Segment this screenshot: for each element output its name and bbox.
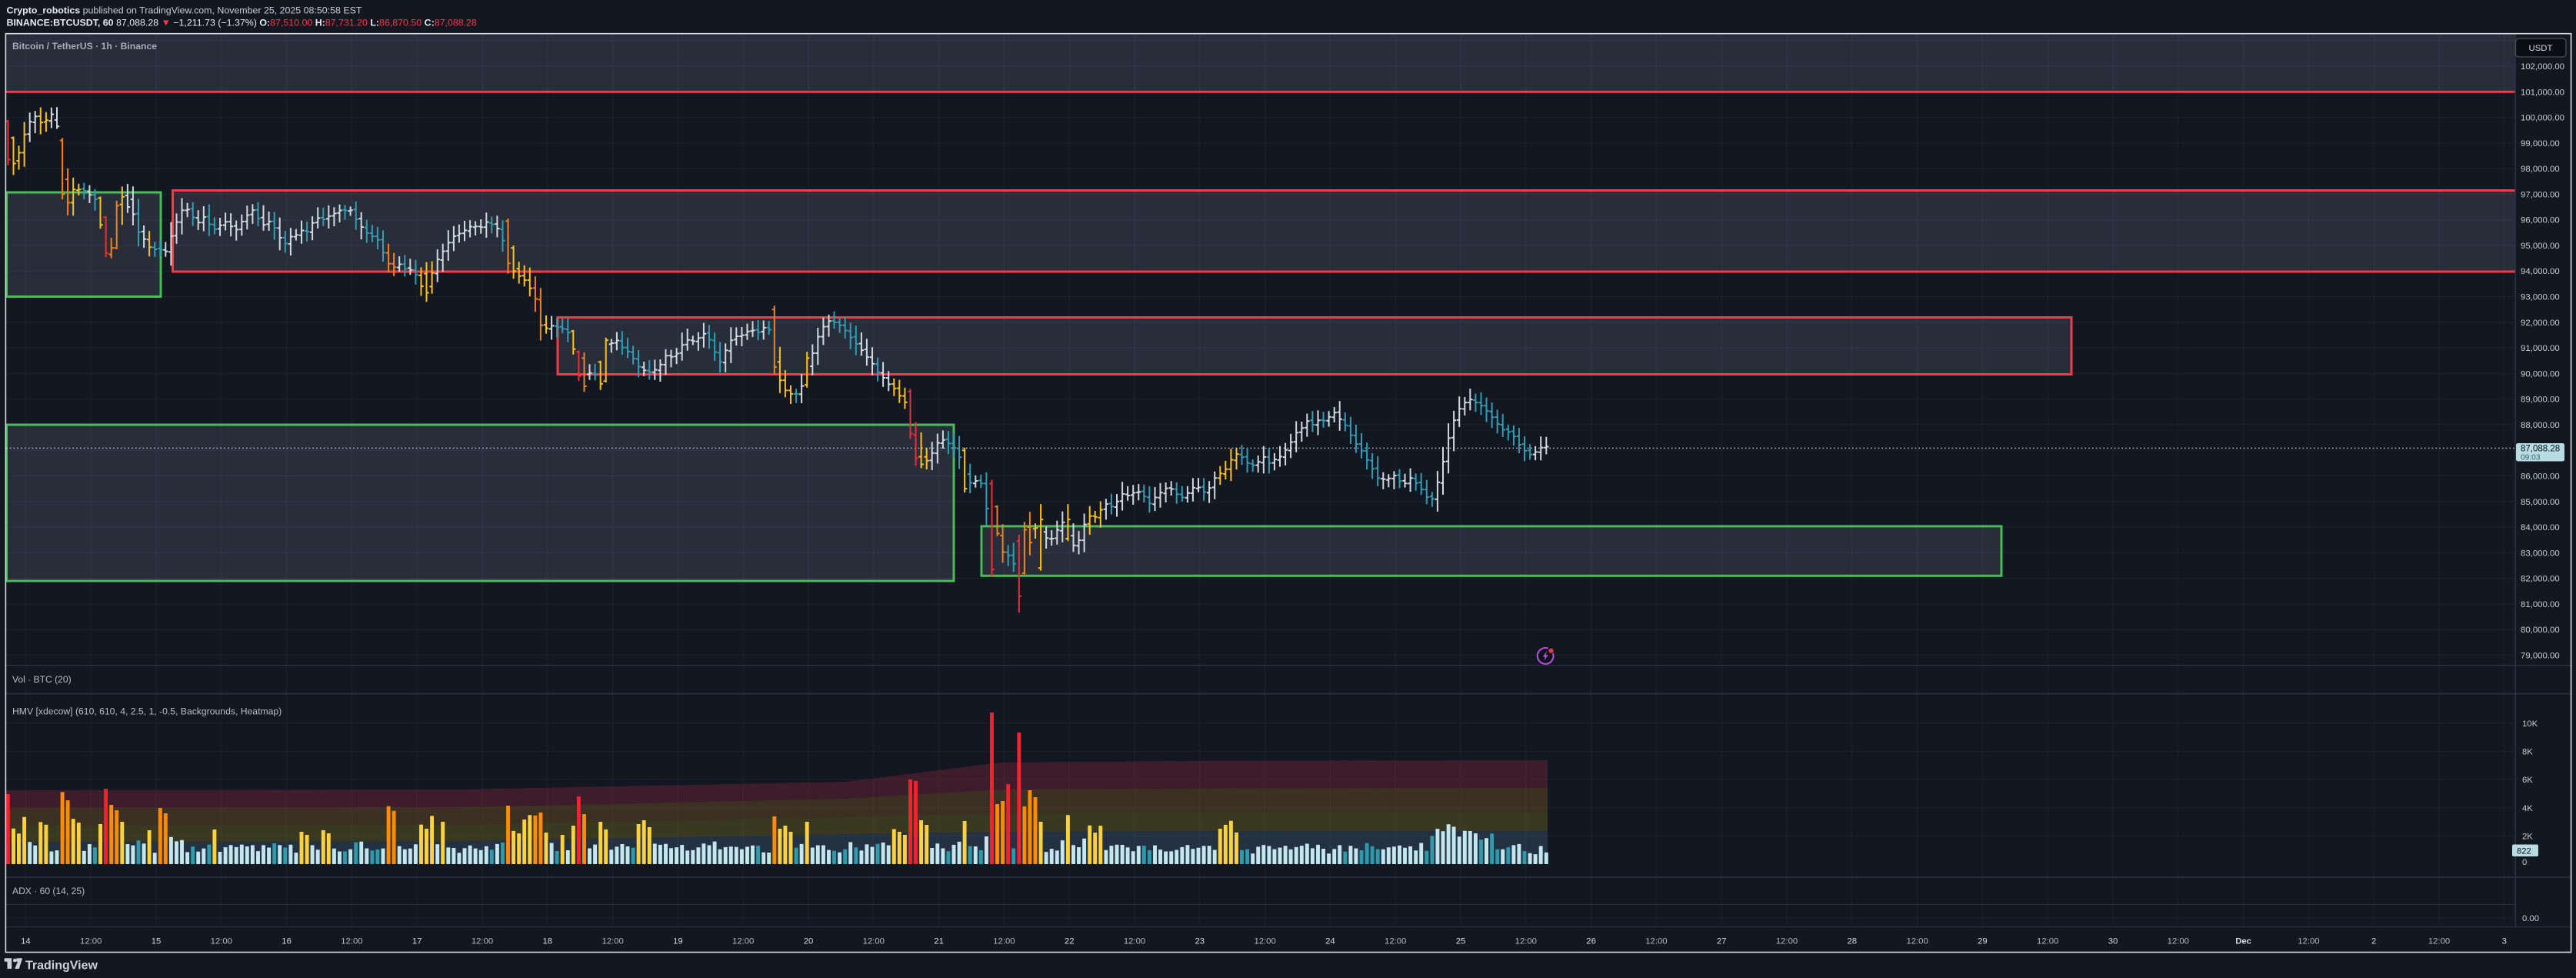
svg-text:28: 28 [1848, 937, 1858, 946]
svg-text:12:00: 12:00 [1906, 937, 1928, 946]
svg-text:Dec: Dec [2235, 937, 2251, 946]
svg-text:101,000.00: 101,000.00 [2521, 88, 2564, 97]
svg-text:BINANCE:BTCUSDT, 60 87,088.28: BINANCE:BTCUSDT, 60 87,088.28 ▼ −1,211.7… [7, 18, 477, 28]
svg-text:3: 3 [2502, 937, 2507, 946]
svg-text:12:00: 12:00 [732, 937, 754, 946]
svg-text:90,000.00: 90,000.00 [2521, 369, 2560, 379]
svg-text:USDT: USDT [2528, 44, 2552, 53]
svg-text:89,000.00: 89,000.00 [2521, 396, 2560, 405]
svg-text:19: 19 [673, 937, 683, 946]
svg-text:12:00: 12:00 [1124, 937, 1145, 946]
svg-text:98,000.00: 98,000.00 [2521, 165, 2560, 174]
svg-text:12:00: 12:00 [863, 937, 885, 946]
svg-text:81,000.00: 81,000.00 [2521, 600, 2560, 609]
svg-text:12:00: 12:00 [1385, 937, 1406, 946]
svg-text:18: 18 [543, 937, 553, 946]
svg-text:21: 21 [934, 937, 944, 946]
svg-text:4K: 4K [2522, 804, 2533, 813]
svg-text:100,000.00: 100,000.00 [2521, 114, 2564, 123]
svg-text:12:00: 12:00 [2037, 937, 2058, 946]
svg-text:HMV [xdecow] (610, 610, 4, 2.5: HMV [xdecow] (610, 610, 4, 2.5, 1, -0.5,… [12, 706, 282, 717]
svg-text:14: 14 [21, 937, 31, 946]
svg-text:83,000.00: 83,000.00 [2521, 549, 2560, 558]
svg-text:99,000.00: 99,000.00 [2521, 139, 2560, 149]
svg-text:12:00: 12:00 [2428, 937, 2450, 946]
svg-text:TradingView: TradingView [25, 960, 98, 973]
svg-text:12:00: 12:00 [602, 937, 623, 946]
svg-text:94,000.00: 94,000.00 [2521, 267, 2560, 276]
svg-text:92,000.00: 92,000.00 [2521, 319, 2560, 328]
svg-text:12:00: 12:00 [341, 937, 362, 946]
svg-text:80,000.00: 80,000.00 [2521, 626, 2560, 635]
svg-text:87,088.28: 87,088.28 [2521, 445, 2560, 454]
svg-text:86,000.00: 86,000.00 [2521, 472, 2560, 482]
svg-text:20: 20 [804, 937, 814, 946]
svg-text:822: 822 [2517, 847, 2531, 856]
svg-text:17: 17 [412, 937, 422, 946]
svg-text:ADX · 60 (14, 25): ADX · 60 (14, 25) [12, 886, 85, 896]
svg-text:85,000.00: 85,000.00 [2521, 498, 2560, 507]
svg-text:27: 27 [1717, 937, 1727, 946]
svg-text:2: 2 [2371, 937, 2376, 946]
svg-text:91,000.00: 91,000.00 [2521, 344, 2560, 353]
svg-text:24: 24 [1325, 937, 1335, 946]
svg-text:12:00: 12:00 [1645, 937, 1667, 946]
svg-text:Bitcoin / TetherUS · 1h · Bina: Bitcoin / TetherUS · 1h · Binance [12, 41, 157, 52]
svg-text:09:03: 09:03 [2521, 454, 2541, 462]
svg-text:Vol · BTC (20): Vol · BTC (20) [12, 674, 72, 685]
svg-text:2K: 2K [2522, 833, 2533, 842]
svg-text:23: 23 [1195, 937, 1205, 946]
svg-text:12:00: 12:00 [1776, 937, 1798, 946]
svg-text:22: 22 [1065, 937, 1075, 946]
svg-text:10K: 10K [2522, 719, 2538, 729]
svg-text:12:00: 12:00 [2168, 937, 2189, 946]
svg-text:12:00: 12:00 [211, 937, 232, 946]
svg-text:102,000.00: 102,000.00 [2521, 62, 2564, 72]
svg-text:12:00: 12:00 [993, 937, 1015, 946]
svg-text:12:00: 12:00 [1515, 937, 1537, 946]
svg-text:79,000.00: 79,000.00 [2521, 651, 2560, 660]
svg-text:16: 16 [282, 937, 292, 946]
svg-text:0: 0 [2522, 858, 2527, 867]
svg-text:93,000.00: 93,000.00 [2521, 293, 2560, 302]
svg-text:88,000.00: 88,000.00 [2521, 421, 2560, 430]
svg-text:96,000.00: 96,000.00 [2521, 216, 2560, 225]
svg-text:25: 25 [1456, 937, 1466, 946]
svg-text:97,000.00: 97,000.00 [2521, 190, 2560, 199]
svg-text:Crypto_robotics published on T: Crypto_robotics published on TradingView… [7, 5, 362, 16]
svg-text:95,000.00: 95,000.00 [2521, 242, 2560, 251]
svg-text:26: 26 [1586, 937, 1596, 946]
svg-text:84,000.00: 84,000.00 [2521, 523, 2560, 532]
svg-text:29: 29 [1978, 937, 1988, 946]
svg-text:12:00: 12:00 [2298, 937, 2319, 946]
svg-text:0.00: 0.00 [2522, 914, 2539, 923]
svg-text:30: 30 [2108, 937, 2118, 946]
svg-text:12:00: 12:00 [80, 937, 102, 946]
svg-text:82,000.00: 82,000.00 [2521, 575, 2560, 584]
svg-text:12:00: 12:00 [1254, 937, 1275, 946]
svg-text:6K: 6K [2522, 776, 2533, 785]
svg-text:8K: 8K [2522, 748, 2533, 757]
svg-text:12:00: 12:00 [472, 937, 493, 946]
svg-text:15: 15 [152, 937, 162, 946]
